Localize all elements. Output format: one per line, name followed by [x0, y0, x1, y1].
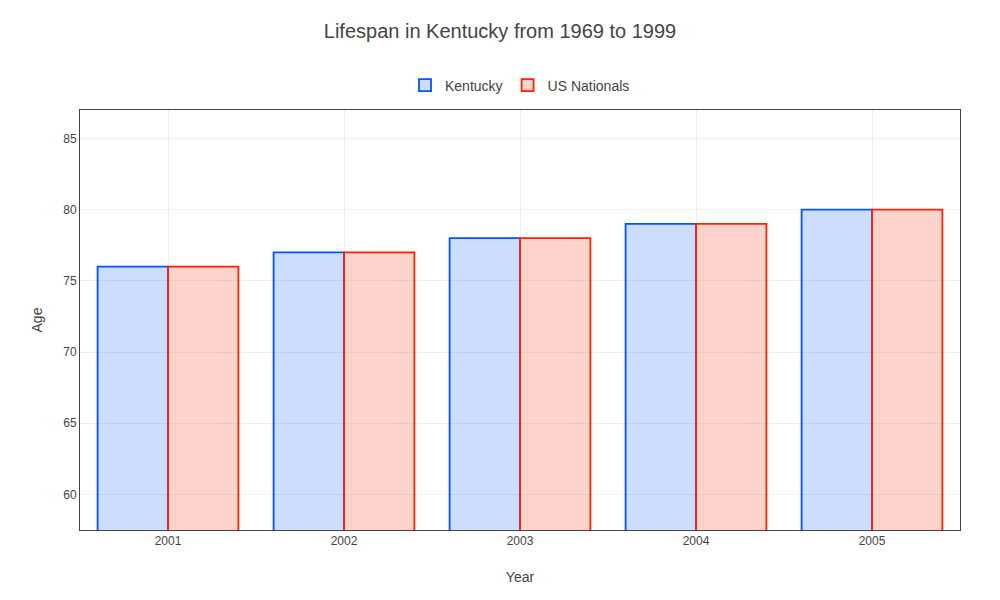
svg-text:2001: 2001 [155, 534, 182, 548]
svg-text:Age: Age [29, 307, 45, 332]
svg-text:2002: 2002 [331, 534, 358, 548]
svg-text:70: 70 [63, 345, 77, 359]
svg-text:2003: 2003 [507, 534, 534, 548]
svg-text:2004: 2004 [683, 534, 710, 548]
svg-text:80: 80 [63, 203, 77, 217]
svg-text:2005: 2005 [859, 534, 886, 548]
svg-text:US Nationals: US Nationals [548, 78, 630, 94]
svg-text:Lifespan in Kentucky from 1969: Lifespan in Kentucky from 1969 to 1999 [324, 20, 676, 42]
svg-text:60: 60 [63, 488, 77, 502]
svg-text:75: 75 [63, 274, 77, 288]
svg-text:85: 85 [63, 132, 77, 146]
svg-text:65: 65 [63, 416, 77, 430]
svg-text:Kentucky: Kentucky [445, 78, 503, 94]
svg-text:Year: Year [506, 569, 535, 585]
